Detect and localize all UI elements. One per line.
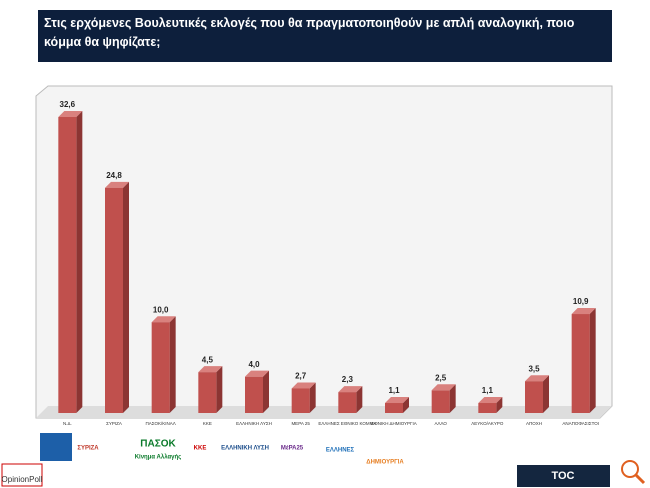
footer-logo-box [1,463,43,487]
bar-side [589,308,596,413]
x-tick-label: ΕΛΛΗΝΙΚΗ ΛΥΣΗ [236,421,272,426]
logo-text: ΣΥΡΙΖΑ [77,446,99,452]
floor [36,406,612,418]
title-box [38,10,612,62]
bar-top [338,386,363,393]
bar-side [449,384,456,413]
bar-top [245,370,269,377]
bar-side [216,366,223,413]
bar-top [198,366,223,373]
x-tick-label: Ν.Δ. [63,421,72,426]
logo-text: ΜέΡΑ25 [281,446,304,452]
bar-top [58,111,83,117]
zoom-icon[interactable] [621,460,639,478]
bar-side [76,111,83,413]
x-tick-label: ΑΛΛΟ [434,421,447,426]
x-tick-label: ΣΥΡΙΖΑ [106,421,122,426]
bar [58,117,77,413]
x-tick-label: ΠΑΣΟΚ/ΚΙΝΑΛ [146,421,176,426]
bar-side [543,375,549,413]
logo-text: Κίνημα Αλλαγής [135,455,182,461]
bar [571,314,590,413]
bar-top [105,181,129,188]
value-label: 24,8 [106,171,122,180]
logo-text: ΕΛΛΗΝΙΚΗ ΛΥΣΗ [221,446,269,452]
bar-top [291,382,316,389]
bar-top [478,397,503,404]
logos: ΣΥΡΙΖΑ ΠΑΣΟΚ Κίνημα Αλλαγής ΚΚΕ ΕΛΛΗΝΙΚΗ ΛΥΣ… [40,433,404,466]
value-label: 4,5 [202,355,214,364]
bar [385,403,403,413]
logo-nd [40,433,72,461]
logo-text: ΠΑΣΟΚ [140,439,176,450]
bar [478,403,497,413]
footer-right: TOC [551,470,574,482]
chart-title: Στις ερχόμενες Βουλευτικές εκλογές που θ… [44,16,575,49]
bar-side [309,382,316,413]
value-label: 2,5 [435,373,447,382]
bar [105,187,123,413]
footer-right-box [517,465,610,487]
bar-top [151,316,176,323]
footer-left: OpinionPoll [2,475,43,484]
logo-text: ΚΚΕ [194,446,207,452]
bar-top [385,397,409,404]
x-tick-label: ΑΠΟΧΗ [526,421,542,426]
value-label: 32,6 [60,100,76,109]
bar [525,381,543,413]
bars: 32,6 Ν.Δ. 24,8 ΣΥΡΙΖΑ 10,0 ΠΑΣΟΚ/ΚΙΝΑΛ 4,5 ΚΚΕ 4… [58,100,599,426]
bar-side [403,397,409,413]
bar-top [431,384,456,391]
bar [245,376,263,413]
logo-text: ΔΗΜΙΟΥΡΓΙΑ [366,460,404,466]
bar-top [571,308,596,315]
bar-side [356,386,363,413]
title-wrap: Στις ερχόμενες Βουλευτικές εκλογές που θ… [44,16,575,49]
x-tick-label: ΕΛΛΗΝΕΣ ΕΘΝΙΚΟ ΚΟΜΜΑ [318,421,376,426]
bar-side [169,316,176,413]
bar-top [525,375,549,382]
bar-side [496,397,503,413]
bar [291,388,310,413]
x-tick-label: ΜΕΡΑ 25 [291,421,310,426]
logo-text: ΕΛΛΗΝΕΣ [326,448,355,454]
x-tick-label: ΕΘΝΙΚΗ ΔΗΜΙΟΥΡΓΙΑ [371,421,417,426]
value-label: 10,0 [153,305,169,314]
value-label: 2,3 [342,375,354,384]
bar-side [263,370,269,413]
x-tick-label: ΚΚΕ [203,421,212,426]
bar [151,322,170,413]
value-label: 4,0 [248,360,260,369]
zoom-handle [634,473,646,485]
value-label: 10,9 [573,297,589,306]
value-label: 2,7 [295,372,307,381]
value-label: 1,1 [482,386,494,395]
x-tick-label: ΑΝΑΠΟΦΑΣΙΣΤΟΙ [562,421,599,426]
x-tick-label: ΛΕΥΚΟ/ΑΚΥΡΟ [471,421,504,426]
value-label: 1,1 [388,386,400,395]
value-label: 3,5 [528,364,540,373]
bar [431,390,450,413]
bar [338,392,357,413]
bar [198,372,217,413]
bar-side [123,181,129,413]
